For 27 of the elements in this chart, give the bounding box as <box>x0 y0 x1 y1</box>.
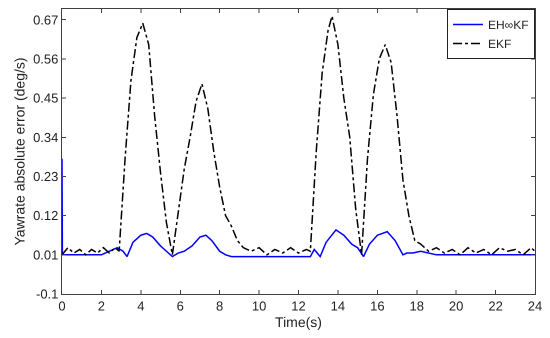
x-tick-label: 14 <box>330 298 346 314</box>
y-tick-label: 0.12 <box>33 208 58 224</box>
x-tick-label: 16 <box>370 298 385 314</box>
x-tick-label: 20 <box>448 298 464 314</box>
x-tick-label: 6 <box>176 298 184 314</box>
x-tick-label: 4 <box>137 298 144 314</box>
y-tick-label: 0.45 <box>33 90 58 106</box>
line-series <box>62 15 535 256</box>
x-tick-label: 8 <box>216 298 224 314</box>
y-tick-label: 0.23 <box>33 168 58 184</box>
x-tick-label: 10 <box>252 298 266 314</box>
x-tick-label: 2 <box>98 298 106 314</box>
x-tick-label: 0 <box>58 298 66 314</box>
y-tick-label: 0.01 <box>33 247 58 262</box>
x-tick-label: 18 <box>410 298 424 314</box>
y-tick-label: 0.67 <box>33 12 58 28</box>
x-tick-label: 12 <box>291 298 306 314</box>
y-tick-label: -0.1 <box>36 286 58 302</box>
y-tick-label: 0.56 <box>33 51 58 66</box>
y-axis-title: Yawrate absolute error (deg/s) <box>12 57 28 246</box>
line-series <box>62 158 535 258</box>
x-tick-label: 24 <box>528 298 542 314</box>
legend-label: EH∞KF <box>488 18 529 32</box>
y-tick-label: 0.34 <box>33 130 58 145</box>
legend-label: EKF <box>488 37 512 52</box>
x-axis-title: Time(s) <box>275 314 322 330</box>
x-tick-label: 22 <box>488 298 503 314</box>
